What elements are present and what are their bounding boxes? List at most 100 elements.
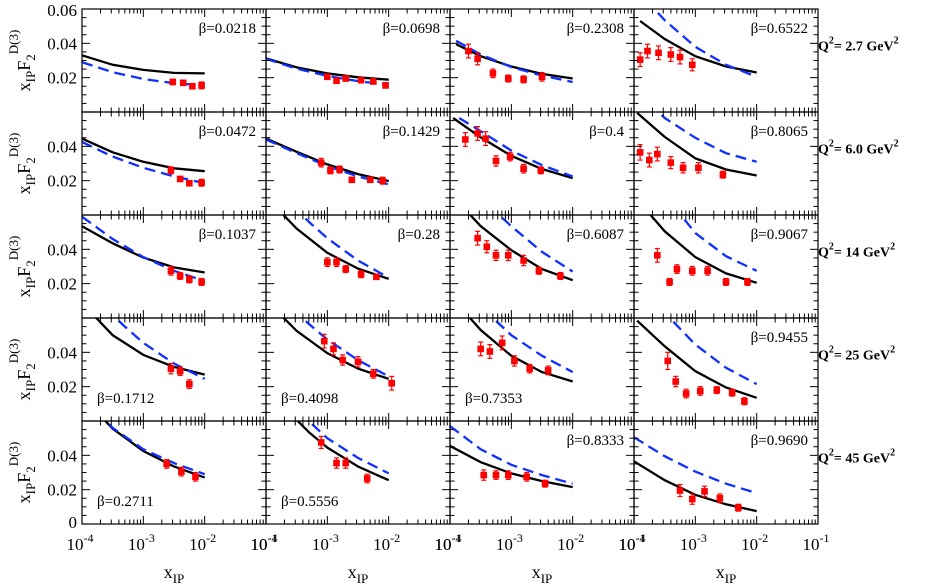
data-point xyxy=(348,176,356,184)
beta-label: β=0.6522 xyxy=(751,21,808,37)
data-point xyxy=(523,471,530,482)
x-axis-title: xIP xyxy=(716,562,737,583)
beta-label: β=0.5556 xyxy=(281,494,339,510)
q2-label: Q2= 45 GeV2 xyxy=(818,448,895,467)
data-point xyxy=(654,146,661,162)
panel-r5-c1: β=0.2711 xyxy=(81,420,267,525)
data-point xyxy=(664,351,672,371)
beta-label: β=0.4098 xyxy=(281,391,338,407)
model-solid-line xyxy=(296,421,390,482)
data-point xyxy=(324,73,331,81)
data-point xyxy=(477,341,484,357)
data-point xyxy=(667,156,675,170)
data-point xyxy=(535,266,543,275)
x-tick-label: 10-2 xyxy=(189,531,216,554)
panel-r3-c2: β=0.28 xyxy=(265,214,451,319)
data-point xyxy=(489,68,497,79)
model-dashed-line xyxy=(300,215,390,279)
beta-label: β=0.2711 xyxy=(97,494,154,510)
data-point xyxy=(324,257,331,268)
data-point xyxy=(382,82,389,89)
model-solid-line xyxy=(94,318,205,376)
data-point xyxy=(520,163,527,174)
x-tick-label: 10-3 xyxy=(680,531,707,554)
panel-r2-c3: β=0.4 xyxy=(449,111,635,216)
panel-r5-c4: β=0.9690 xyxy=(633,420,819,525)
data-point xyxy=(363,473,371,484)
data-point xyxy=(492,155,500,167)
data-point xyxy=(330,342,337,356)
beta-label: β=0.9067 xyxy=(751,227,809,243)
data-point xyxy=(646,152,653,168)
panel-r4-c4: β=0.9455 xyxy=(633,317,819,422)
beta-label: β=0.0472 xyxy=(199,124,256,140)
model-solid-line xyxy=(282,318,390,380)
y-axis-title: xIPF2D(3) xyxy=(6,236,38,298)
data-point xyxy=(317,157,325,168)
data-point xyxy=(504,249,512,262)
x-tick-label: 10-4 xyxy=(251,531,278,554)
data-point xyxy=(176,175,184,183)
panel-r4-c3: β=0.7353 xyxy=(449,317,635,422)
data-point xyxy=(492,470,500,480)
data-point xyxy=(520,254,527,267)
data-point xyxy=(498,335,506,351)
data-point xyxy=(186,179,193,187)
data-point xyxy=(176,271,184,280)
y-tick-label: 0.02 xyxy=(47,69,77,88)
x-tick-label: 10-3 xyxy=(312,531,339,554)
data-point xyxy=(679,162,687,174)
data-point xyxy=(538,71,546,82)
data-point xyxy=(370,78,377,85)
beta-label: β=0.0698 xyxy=(383,21,440,37)
y-tick-label: 0.06 xyxy=(47,1,77,20)
x-axis-title: xIP xyxy=(348,562,369,583)
data-point xyxy=(719,170,727,179)
data-point xyxy=(636,52,644,68)
data-point xyxy=(526,363,534,374)
data-point xyxy=(167,362,175,375)
panel-r1-c1: β=0.0218 xyxy=(81,8,267,113)
data-point xyxy=(506,151,514,162)
data-point xyxy=(557,271,564,280)
beta-label: β=0.1429 xyxy=(383,124,440,140)
model-solid-line xyxy=(634,460,757,513)
data-point xyxy=(688,58,696,72)
y-tick-label: 0.02 xyxy=(47,172,77,191)
model-solid-line xyxy=(82,137,205,173)
data-point xyxy=(722,277,730,286)
data-point xyxy=(673,264,681,274)
model-dashed-line xyxy=(458,117,574,178)
data-point xyxy=(333,457,340,469)
data-point xyxy=(504,74,512,83)
data-point xyxy=(741,397,748,406)
y-tick-label: 0.02 xyxy=(47,481,77,500)
panel-r3-c3: β=0.6087 xyxy=(449,214,635,319)
data-point xyxy=(163,459,170,469)
beta-label: β=0.8065 xyxy=(751,124,808,140)
data-point xyxy=(486,344,494,359)
data-point xyxy=(465,43,472,59)
data-point xyxy=(537,166,545,175)
beta-label: β=0.2308 xyxy=(567,21,624,37)
beta-label: β=0.9455 xyxy=(751,330,808,346)
data-point xyxy=(644,43,651,59)
model-dashed-line xyxy=(497,215,574,273)
panel-r2-c4: β=0.8065 xyxy=(633,111,819,216)
y-tick-label: 0.04 xyxy=(47,34,77,53)
data-point xyxy=(544,365,552,376)
x-tick-label: 10-1 xyxy=(803,531,830,554)
data-point xyxy=(373,273,380,281)
data-point xyxy=(339,354,346,366)
model-dashed-line xyxy=(104,421,206,476)
model-solid-line xyxy=(82,54,205,75)
beta-label: β=0.0218 xyxy=(199,21,256,37)
data-point xyxy=(688,265,696,276)
q2-label: Q2= 14 GeV2 xyxy=(818,242,895,261)
data-point xyxy=(492,249,500,262)
data-point xyxy=(474,52,481,66)
data-point xyxy=(357,76,365,84)
beta-label: β=0.1712 xyxy=(97,391,154,407)
